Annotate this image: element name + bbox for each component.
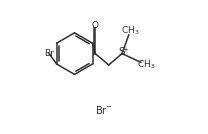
Text: CH$_3$: CH$_3$ (121, 25, 139, 37)
Text: CH$_3$: CH$_3$ (137, 58, 155, 71)
Text: Br: Br (44, 49, 54, 58)
Text: O: O (92, 21, 99, 30)
Text: Br$^{-}$: Br$^{-}$ (95, 104, 113, 116)
Text: +: + (122, 47, 128, 53)
Text: S: S (119, 47, 125, 57)
